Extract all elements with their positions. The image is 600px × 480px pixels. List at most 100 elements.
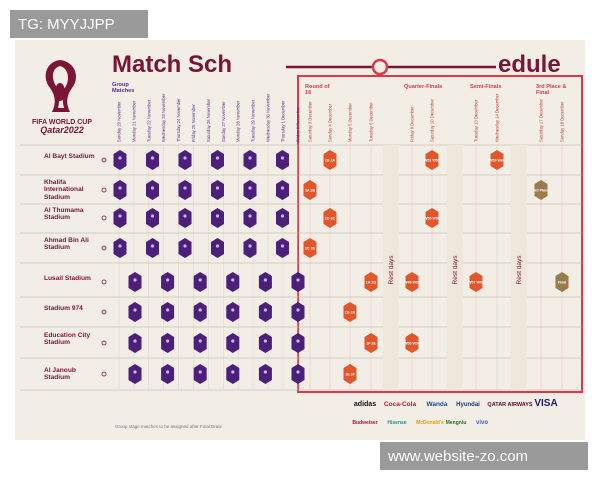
badge-icon (198, 308, 202, 312)
badge-icon (166, 370, 170, 374)
date-header: Friday 25 November (191, 103, 196, 142)
sponsor-logo: Wanda (426, 401, 447, 408)
watermark: TG: MYYJJPP (10, 10, 148, 38)
stadium-marker (101, 279, 107, 285)
group-match-badge (276, 180, 289, 200)
group-match-badge (211, 208, 224, 228)
rest-days-label: Rest days (388, 255, 395, 285)
date-header: Sunday 4 December (328, 103, 333, 142)
badge-icon (280, 214, 285, 218)
rest-days-label: Rest days (452, 255, 459, 285)
knockout-match-badge (364, 333, 378, 353)
badge-icon (296, 339, 300, 343)
knockout-match-label: Final (558, 281, 566, 285)
badge-icon (183, 186, 187, 190)
date-header: Thursday 1 December (280, 100, 285, 142)
group-match-badge (161, 272, 175, 292)
rest-column (383, 145, 399, 390)
date-header: Monday 21 November (131, 100, 136, 142)
badge-icon (248, 214, 252, 218)
badge-icon (215, 156, 220, 160)
date-header: Thursday 24 November (176, 98, 181, 142)
badge-icon (183, 244, 187, 248)
group-match-badge (161, 302, 175, 322)
badge-icon (248, 244, 252, 248)
badge-icon (133, 339, 137, 343)
stadium-name: Al Bayt Stadium (44, 153, 95, 160)
knockout-match-badge (469, 272, 483, 292)
knockout-match-badge (364, 272, 378, 292)
group-match-badge (243, 238, 257, 258)
knockout-match-badge (343, 364, 357, 384)
badge-icon (198, 370, 202, 374)
knockout-match-label: 1D 2C (325, 217, 336, 221)
stadium-name: Khalifa International Stadium (44, 179, 84, 201)
badge-icon (296, 308, 300, 312)
group-match-badge (128, 302, 142, 322)
badge-icon (296, 278, 300, 282)
group-match-badge (178, 208, 192, 228)
title: Match Sch (112, 51, 232, 78)
group-match-badge (113, 238, 127, 258)
badge-icon (231, 308, 235, 312)
stadium-name: Stadium 974 (44, 305, 83, 312)
group-match-badge (291, 333, 305, 353)
badge-icon (248, 186, 252, 190)
watermark: www.website-zo.com (380, 442, 588, 470)
stadium-marker (101, 340, 107, 346)
badge-icon (215, 244, 220, 248)
group-match-badge (193, 333, 207, 353)
date-header: Friday 2 December (295, 106, 300, 142)
stadium-name: Lusail Stadium (44, 275, 91, 282)
date-header: Wednesday 23 November (161, 93, 166, 142)
badge-icon (166, 278, 170, 282)
date-header: Wednesday 30 November (266, 93, 271, 142)
badge-icon (215, 186, 220, 190)
date-header: Saturday 10 December (430, 98, 435, 142)
group-match-badge (113, 180, 127, 200)
sponsor-logo: McDonald's (416, 420, 444, 426)
group-match-badge (113, 208, 127, 228)
knockout-match-label: W49 W50 (404, 281, 420, 285)
sponsor-logo: Budweiser (352, 420, 377, 426)
badge-icon (166, 339, 170, 343)
group-match-badge (146, 238, 159, 258)
stadium-marker (101, 309, 107, 315)
group-match-badge (258, 302, 272, 322)
group-match-badge (226, 364, 240, 384)
knockout-match-badge (343, 302, 357, 322)
badge-icon (215, 214, 220, 218)
group-match-badge (226, 302, 240, 322)
date-header: Sunday 18 December (560, 101, 565, 142)
knockout-match-label: 1F 2E (366, 342, 376, 346)
stage-header: 3rd Place & Final (536, 84, 567, 97)
date-header: Tuesday 29 November (251, 99, 256, 142)
badge-icon (263, 370, 267, 374)
title: edule (498, 51, 561, 78)
sponsor-logo: Mengniu (446, 420, 467, 426)
group-match-badge (193, 272, 207, 292)
badge-icon (231, 339, 235, 343)
knockout-match-label: 1C 2D (305, 247, 316, 251)
logo-text: FIFA WORLD CUP (32, 119, 92, 126)
group-match-badge (276, 150, 289, 170)
knockout-match-label: W59 W60 (489, 159, 505, 163)
badge-icon (280, 156, 285, 160)
knockout-match-badge (534, 180, 548, 200)
group-match-badge (193, 302, 207, 322)
badge-icon (248, 156, 252, 160)
group-match-badge (161, 364, 175, 384)
logo-mark (45, 60, 76, 112)
knockout-match-label: 1H 2G (366, 281, 377, 285)
badge-icon (231, 370, 235, 374)
badge-icon (150, 156, 155, 160)
knockout-match-label: W53 W54 (404, 342, 420, 346)
badge-icon (198, 278, 202, 282)
knockout-match-label: 1E 2F (345, 373, 355, 377)
badge-icon (118, 186, 122, 190)
knockout-match-badge (303, 238, 317, 258)
group-match-badge (146, 150, 159, 170)
stadium-name: Education City Stadium (44, 332, 91, 347)
